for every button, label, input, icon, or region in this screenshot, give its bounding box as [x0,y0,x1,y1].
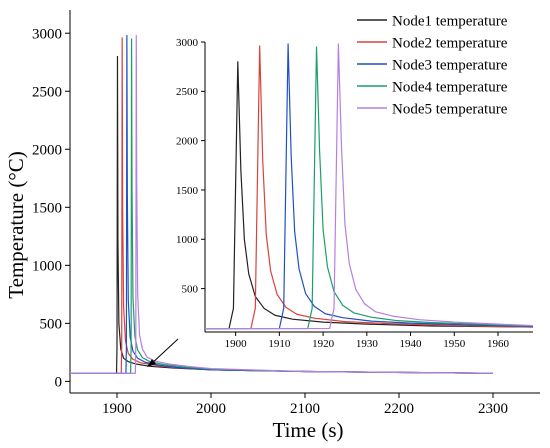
inset-x-tick-label: 1910 [268,338,291,350]
main-plot: 1900 2000 2100 2200 2300 0 500 1000 1500 2000 2500… [32,10,540,417]
legend-label-node4: Node4 temperature [392,80,508,96]
legend-label-node1: Node1 temperature [392,14,508,30]
inset-y-tick-label: 3000 [176,37,199,49]
legend: Node1 temperature Node2 temperature Node3 … [357,14,508,118]
main-series-line-node3 [70,34,494,374]
main-x-tick-label: 2200 [384,401,414,417]
inset-series-line-node5 [205,43,534,330]
main-y-tick-label: 1000 [32,259,62,275]
callout-arrow-line [149,338,179,366]
main-y-tick-label: 1500 [32,201,62,217]
inset-x-tick-label: 1920 [312,338,335,350]
main-x-tick-label: 1900 [102,401,132,417]
main-series-line-node5 [70,34,494,374]
main-y-tick-label: 2000 [32,143,62,159]
main-x-tick-label: 2100 [290,401,320,417]
inset-x-tick-label: 1950 [443,338,466,350]
inset-y-tick-label: 1500 [176,185,199,197]
main-y-tick-label: 2500 [32,84,62,100]
main-x-tick-label: 2000 [196,401,226,417]
callout-arrow-head [147,359,156,367]
x-axis-label: Time (s) [273,418,344,442]
inset-plot: 1900 1910 1920 1930 1940 1950 1960 500 1000 1500 2… [147,37,534,367]
main-x-tick-label: 2300 [478,401,508,417]
main-y-tick-label: 500 [40,317,63,333]
inset-x-tick-label: 1960 [487,338,510,350]
inset-y-tick-label: 2000 [176,135,199,147]
main-y-tick-label: 0 [55,375,63,391]
main-y-tick-label: 3000 [32,26,62,42]
inset-series-line-node3 [205,43,534,330]
inset-y-tick-label: 2500 [176,86,199,98]
y-axis-label: Temperature (°C) [4,151,28,298]
legend-label-node5: Node5 temperature [392,102,508,118]
inset-background [205,42,533,332]
legend-label-node2: Node2 temperature [392,36,508,52]
inset-x-tick-label: 1940 [400,338,423,350]
legend-label-node3: Node3 temperature [392,58,508,74]
inset-x-tick-label: 1930 [356,338,379,350]
inset-y-tick-label: 1000 [176,234,199,246]
inset-y-tick-label: 500 [182,283,199,295]
main-series-line-node4 [70,38,494,374]
inset-x-tick-label: 1900 [225,338,248,350]
inset-series-line-node2 [205,45,534,330]
